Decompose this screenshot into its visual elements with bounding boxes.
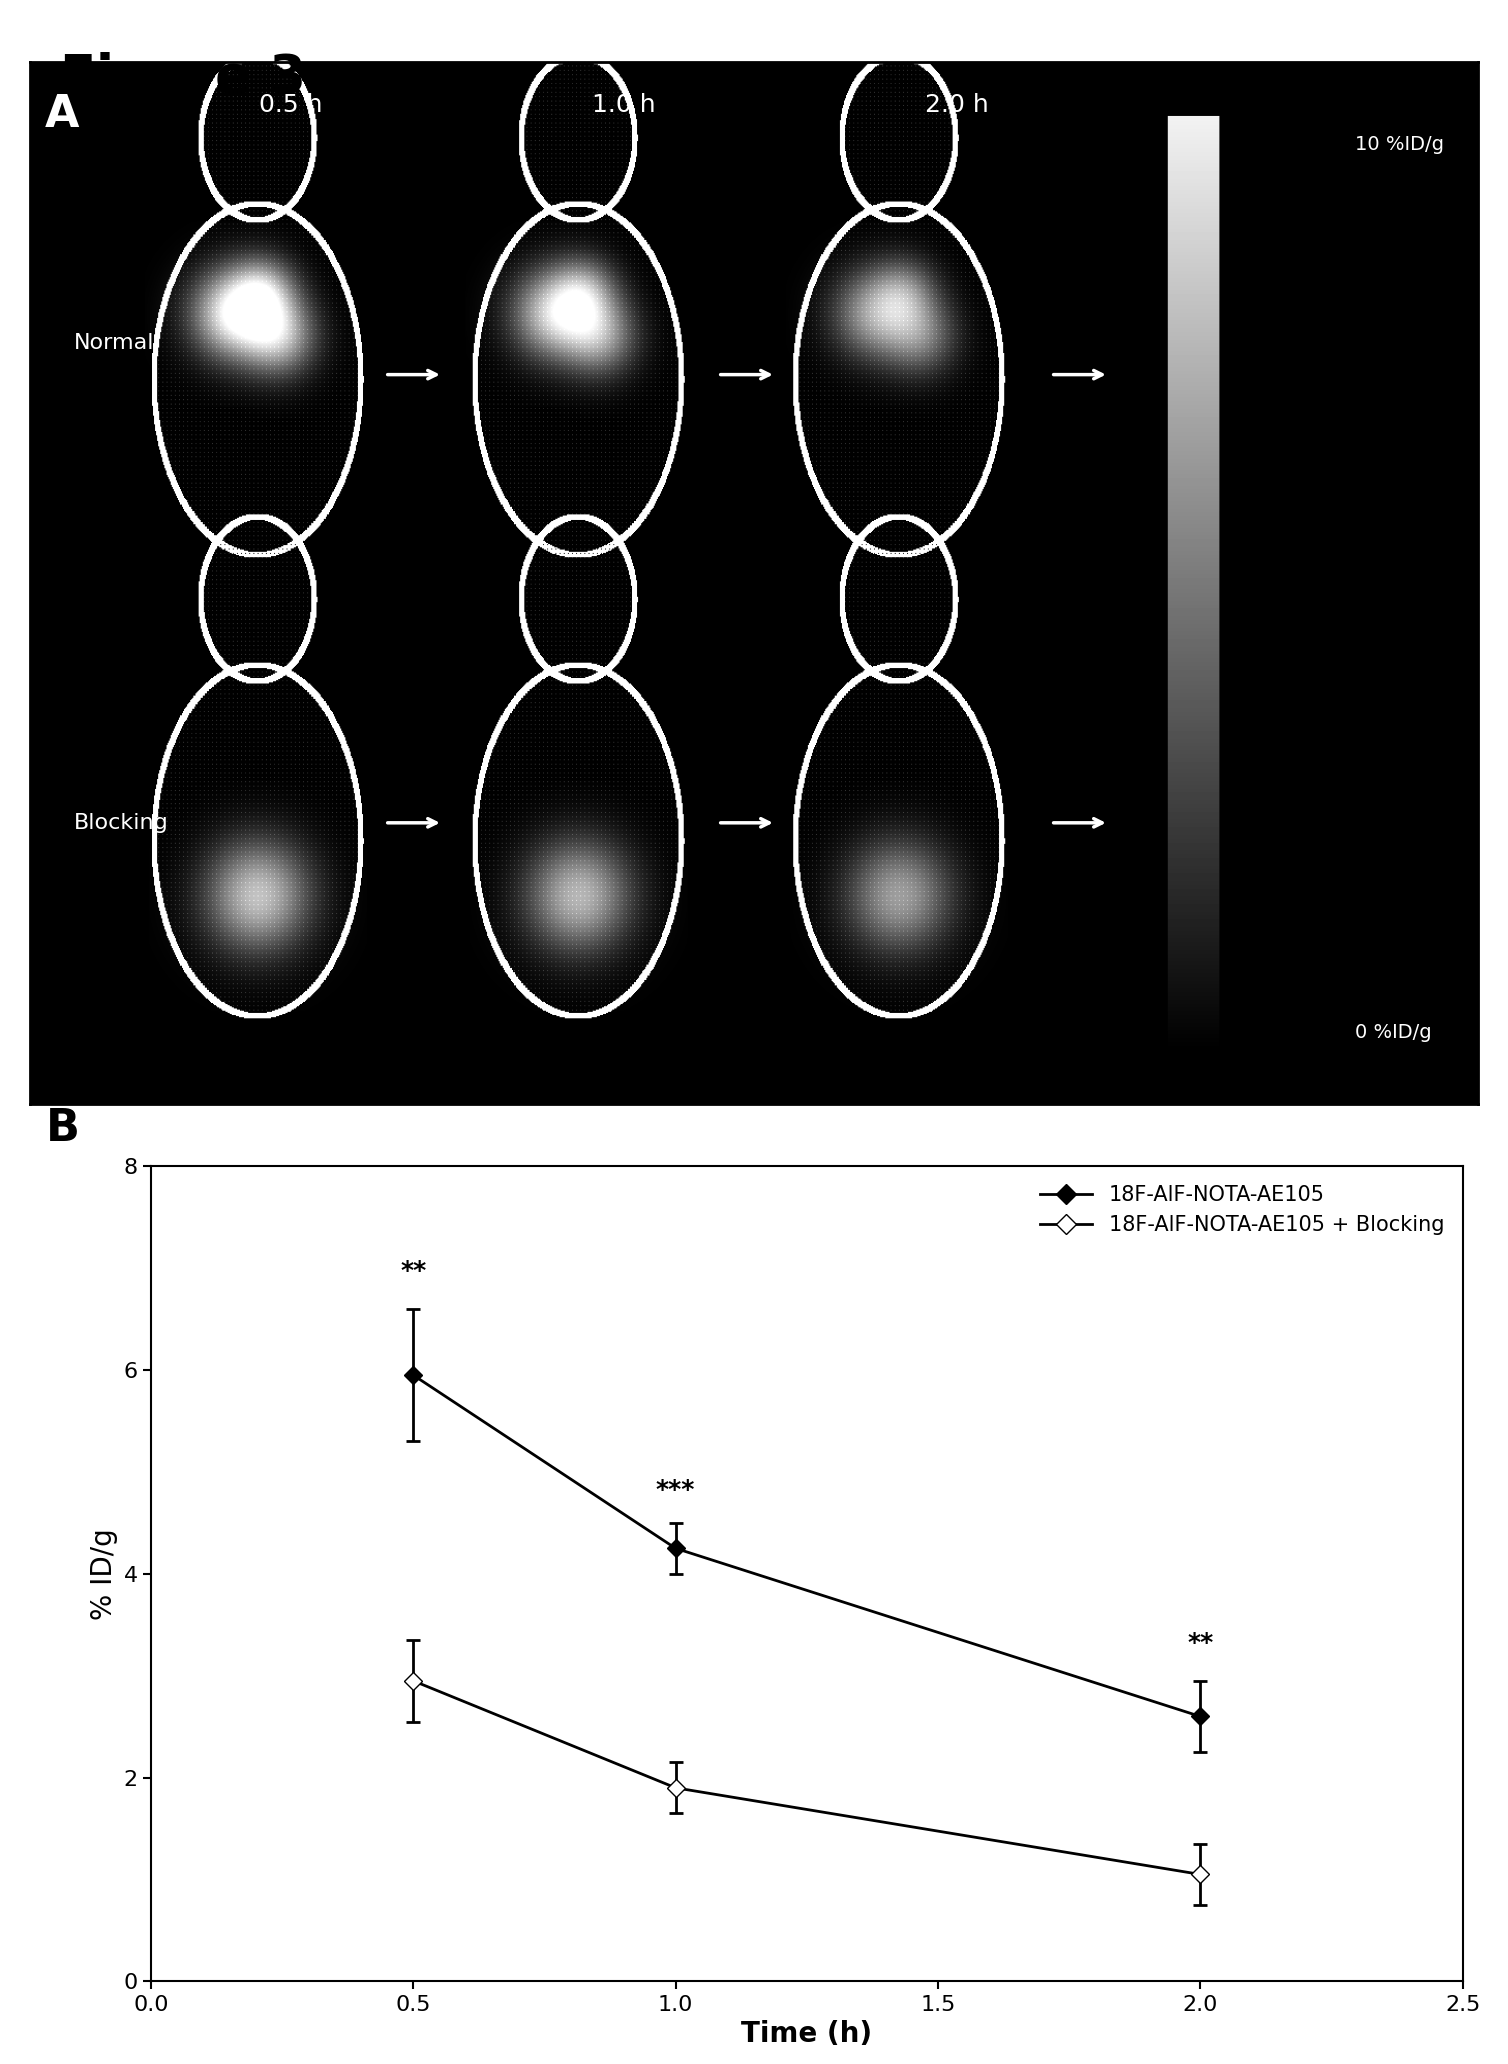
Text: 0.5 h: 0.5 h <box>259 93 323 118</box>
Text: 10 %ID/g: 10 %ID/g <box>1354 134 1443 155</box>
Text: 0 %ID/g: 0 %ID/g <box>1354 1022 1431 1042</box>
Y-axis label: % ID/g: % ID/g <box>90 1527 118 1620</box>
Text: Blocking: Blocking <box>74 813 169 832</box>
Text: A: A <box>45 93 78 136</box>
Text: Figure 3: Figure 3 <box>60 52 306 103</box>
Text: B: B <box>45 1106 80 1150</box>
Text: **: ** <box>1187 1631 1214 1655</box>
X-axis label: Time (h): Time (h) <box>742 2021 872 2047</box>
Text: Normal: Normal <box>74 334 154 353</box>
Legend: 18F-AlF-NOTA-AE105, 18F-AlF-NOTA-AE105 + Blocking: 18F-AlF-NOTA-AE105, 18F-AlF-NOTA-AE105 +… <box>1031 1176 1452 1245</box>
Text: 2.0 h: 2.0 h <box>924 93 989 118</box>
Text: 1.0 h: 1.0 h <box>593 93 656 118</box>
Text: **: ** <box>400 1259 427 1284</box>
Text: ***: *** <box>656 1478 695 1503</box>
